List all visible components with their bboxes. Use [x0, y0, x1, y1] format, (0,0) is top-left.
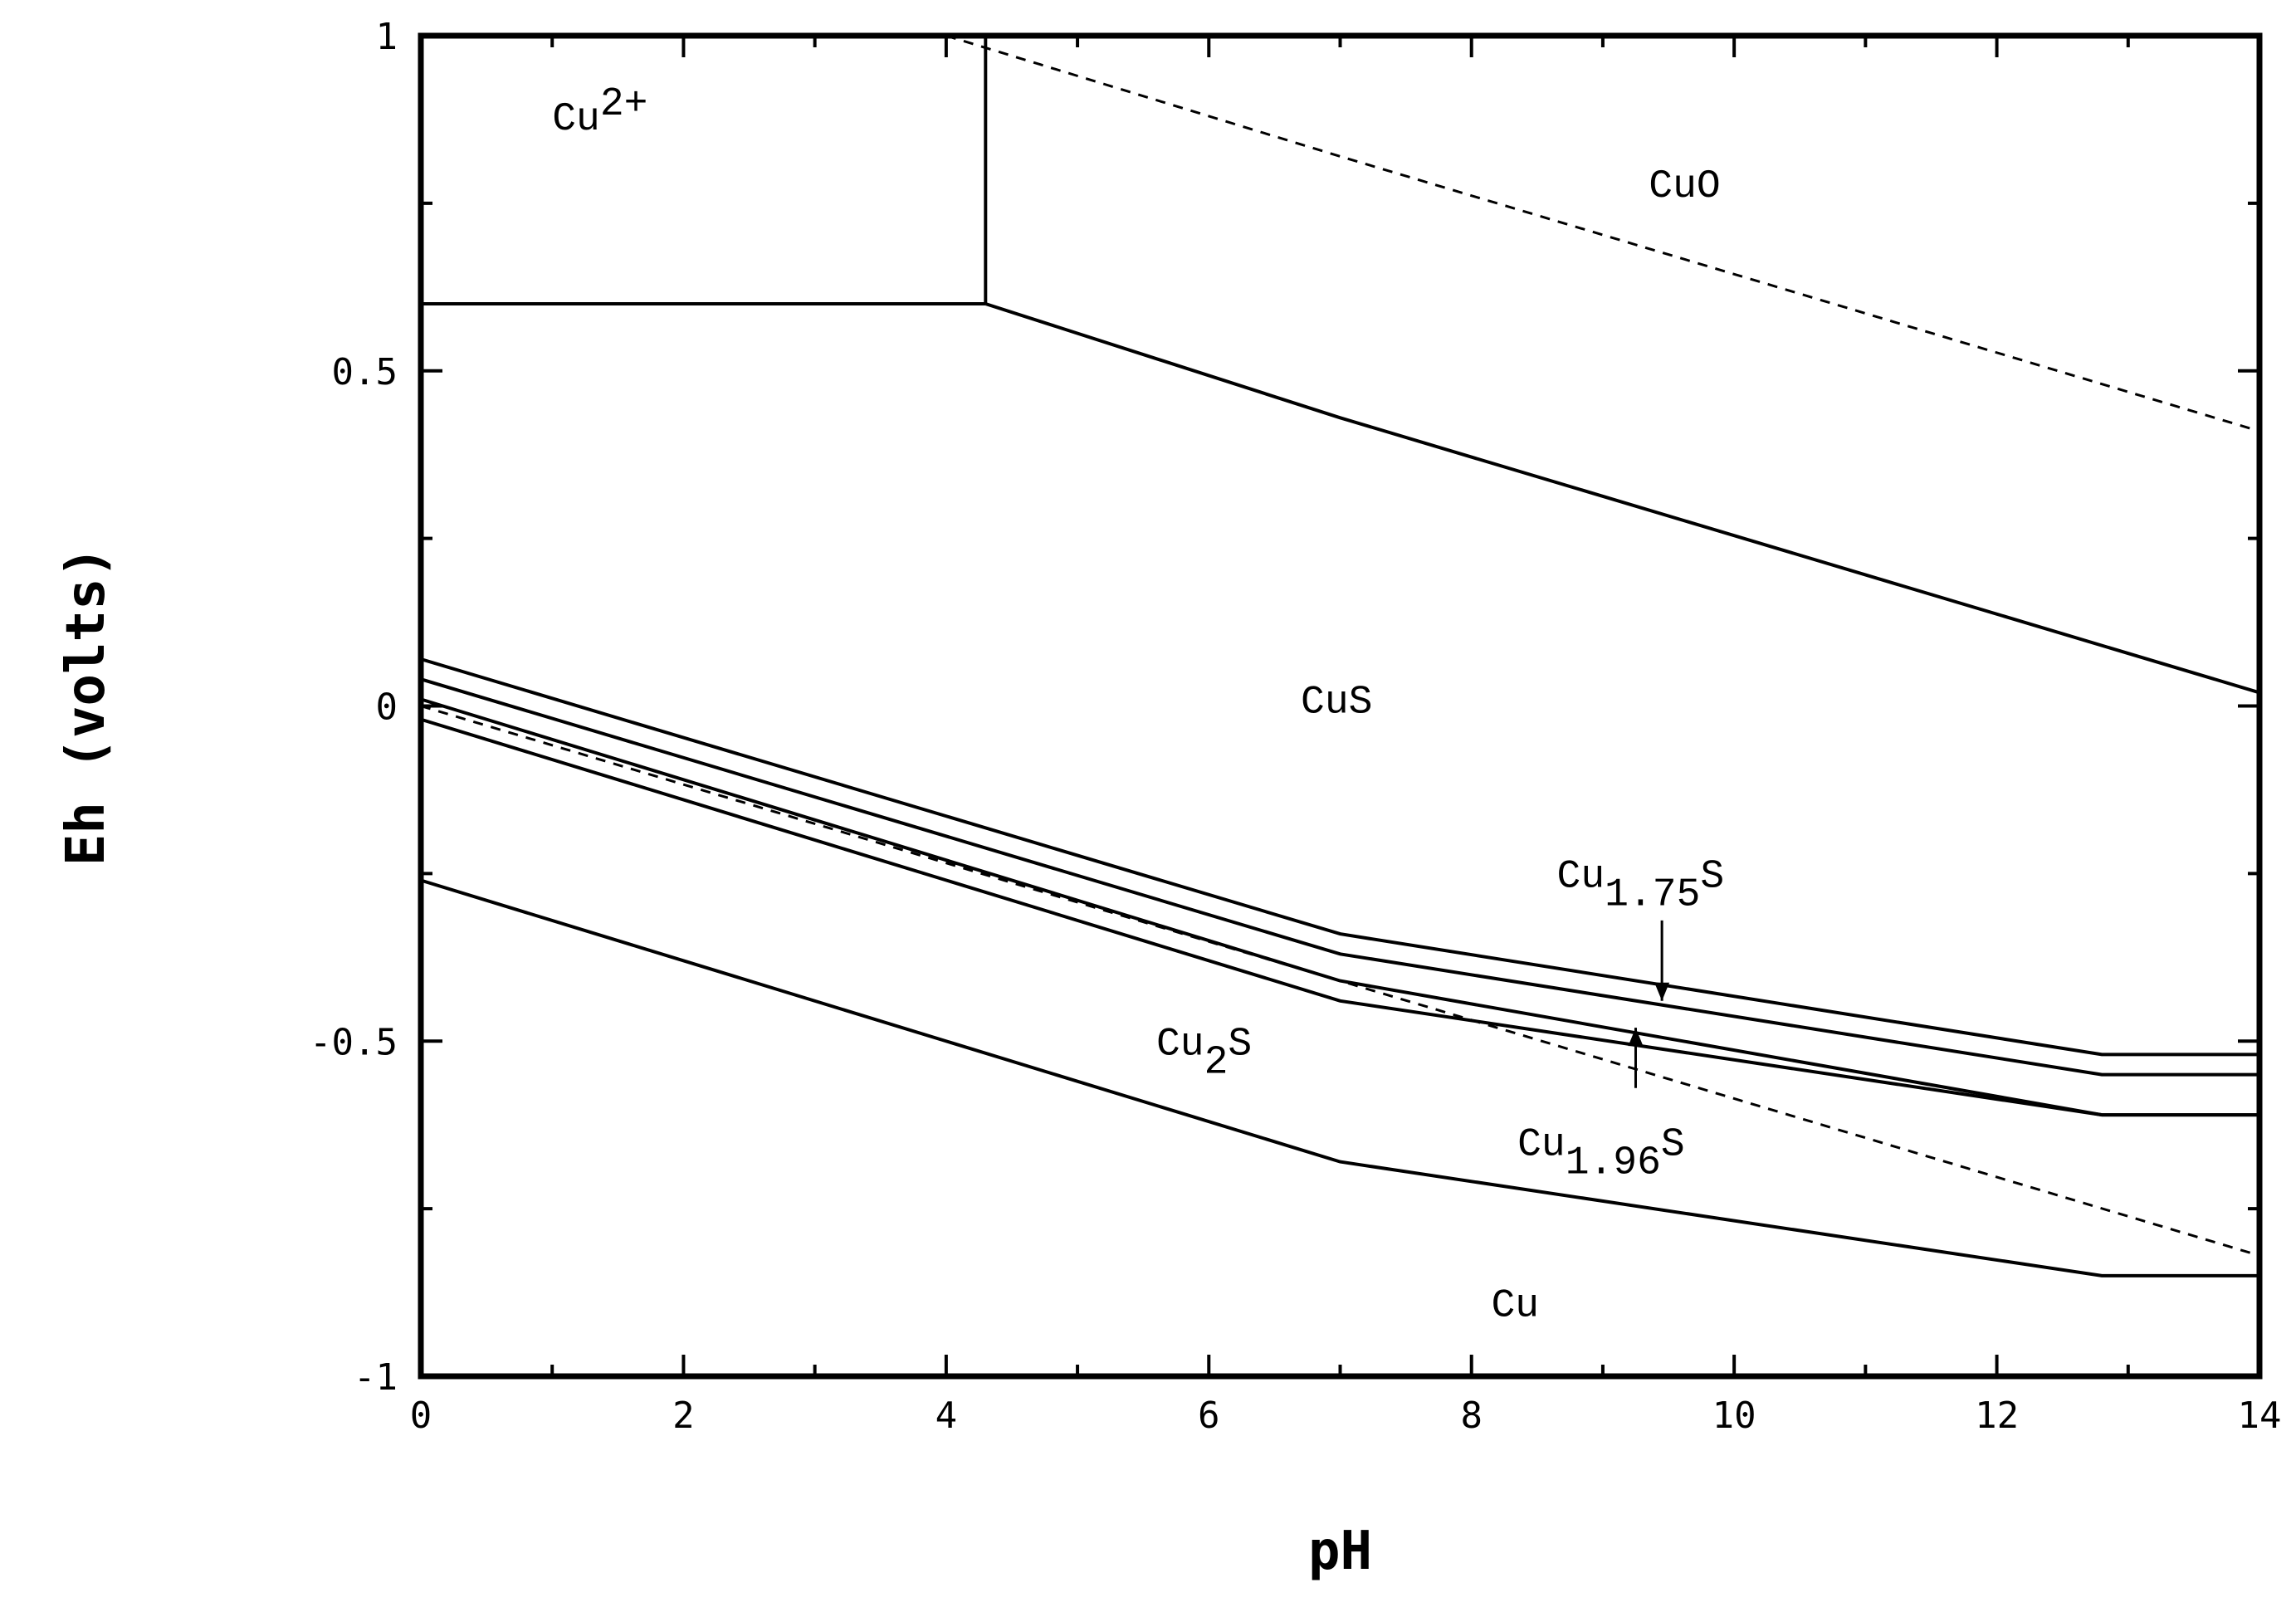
boundary-line-3: [945, 34, 2260, 432]
x-tick-label: 6: [1198, 1395, 1220, 1437]
y-axis-title: Eh (volts): [56, 546, 117, 866]
plot-frame: [418, 32, 2263, 1380]
y-tick-label: 0.5: [332, 351, 398, 393]
arrow-head-1: [1628, 1028, 1644, 1047]
region-labels: Cu2+ CuO CuS Cu1.75S Cu2S Cu1.96S Cu: [552, 82, 1724, 1328]
region-label-4: Cu2S: [1156, 1022, 1252, 1085]
region-label-1: CuO: [1649, 164, 1720, 209]
boundary-line-2: [984, 302, 2260, 695]
y-tick-label: -1: [354, 1356, 398, 1399]
region-label-0: Cu2+: [552, 82, 647, 142]
x-tick-label: 12: [1975, 1395, 2019, 1437]
region-label-5: Cu1.96S: [1517, 1123, 1685, 1186]
x-tick-label: 0: [410, 1395, 432, 1437]
region-label-3: Cu1.75S: [1557, 855, 1725, 918]
boundary-line-8: [420, 705, 2260, 1258]
y-tick-label: -0.5: [310, 1021, 398, 1063]
tick-labels: 0 2 4 6 8 10 12 14 -1 -0.5 0 0.5 1: [310, 16, 2281, 1437]
region-label-2: CuS: [1301, 681, 1372, 725]
annotation-arrows: [1628, 920, 1670, 1088]
arrow-head-0: [1654, 982, 1670, 1001]
region-label-6: Cu: [1491, 1283, 1539, 1328]
y-tick-label: 1: [376, 16, 398, 58]
y-tick-label: 0: [376, 686, 398, 729]
x-tick-label: 14: [2238, 1395, 2282, 1437]
x-tick-label: 10: [1712, 1395, 1756, 1437]
boundary-line-9: [420, 878, 2259, 1277]
boundary-line-7: [420, 717, 2259, 1117]
x-tick-label: 2: [672, 1395, 695, 1437]
boundary-line-4: [420, 657, 2259, 1057]
x-tick-label: 8: [1460, 1395, 1483, 1437]
x-tick-label: 4: [935, 1395, 958, 1437]
boundary-line-5: [420, 677, 2259, 1077]
x-axis-title: pH: [1308, 1521, 1372, 1582]
phase-boundary-lines: [420, 34, 2260, 1277]
